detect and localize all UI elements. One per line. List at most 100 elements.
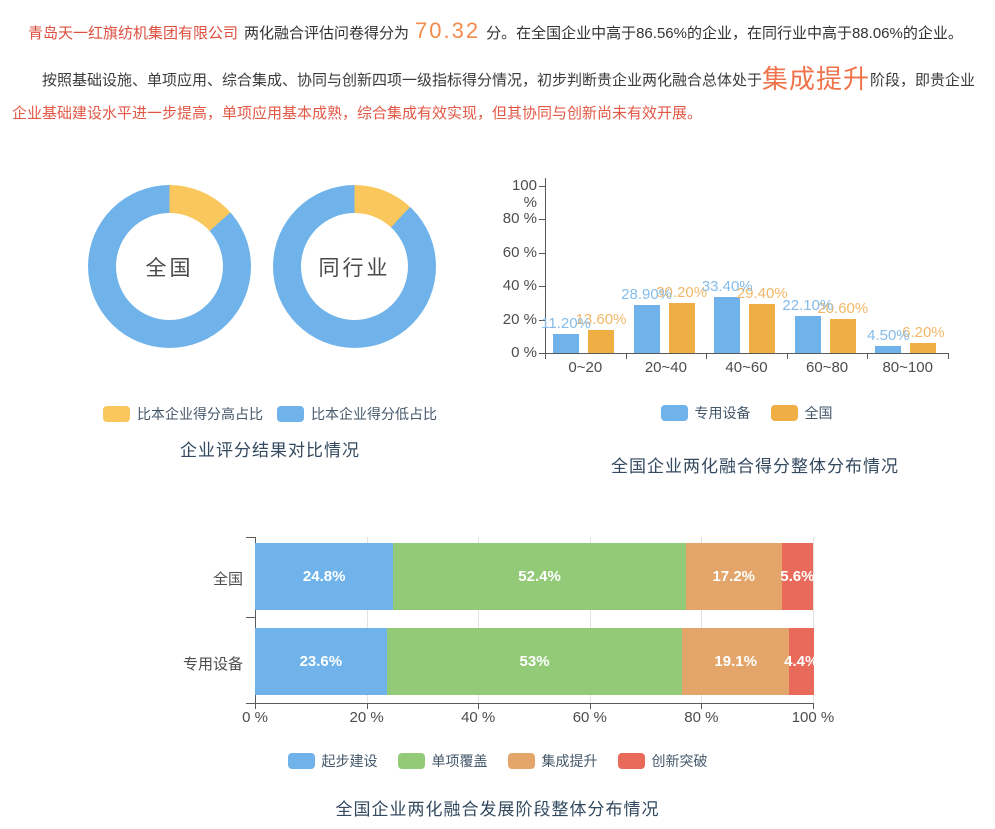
- x-tick-mark: [786, 354, 788, 359]
- bar-value-label: 29.40%: [736, 284, 788, 302]
- segment-value-label: 24.8%: [302, 568, 346, 585]
- stack-row-全国: 24.8% 52.4% 17.2% 5.6%: [255, 543, 815, 610]
- x-category-label: 0~20: [568, 359, 603, 376]
- donut-legend: 比本企业得分高占比 比本企业得分低占比: [60, 404, 480, 424]
- bar-专用设备-60~80: [794, 316, 821, 353]
- stack-row-专用设备: 23.6% 53% 19.1% 4.4%: [255, 628, 818, 695]
- legend-item-全国[interactable]: 全国: [770, 403, 833, 423]
- grid-line: [813, 537, 814, 703]
- x-tick-label: 60 %: [572, 709, 607, 726]
- y-tick-mark: [539, 286, 545, 288]
- score-value: 70.32: [415, 18, 481, 43]
- x-tick-mark: [867, 354, 869, 359]
- legend-swatch-icon: [660, 405, 688, 421]
- bar-value-label: 4.50%: [867, 326, 910, 344]
- donut-pair: 全国 同行业: [88, 185, 436, 348]
- legend-swatch-icon: [277, 406, 304, 422]
- stack-category-label: 专用设备: [182, 655, 243, 673]
- legend-swatch-icon: [617, 753, 645, 769]
- x-category-label: 20~40: [644, 359, 687, 376]
- legend-label: 比本企业得分高占比: [137, 406, 263, 422]
- bar-专用设备-40~60: [714, 297, 741, 353]
- bar-value-label: 22.10%: [782, 297, 834, 315]
- y-tick-mark: [246, 703, 255, 704]
- segment-value-label: 52.4%: [518, 568, 561, 585]
- y-tick-label: 80 %: [502, 210, 537, 228]
- bar-chart-title: 全国企业两化融合得分整体分布情况: [611, 457, 899, 476]
- x-tick-label: 40 %: [461, 709, 496, 726]
- segment-创新突破: 4.4%: [784, 628, 818, 695]
- y-tick-label: 20 %: [502, 310, 537, 328]
- assessment-lead: 按照基础设施、单项应用、综合集成、协同与创新四项一级指标得分情况，初步判断贵企业…: [42, 72, 763, 89]
- donut-center-label: 全国: [145, 256, 194, 280]
- grid-line: [589, 537, 591, 703]
- stack-plot: 24.8% 52.4% 17.2% 5.6% 23.6% 53% 19.1% 4.4%: [246, 537, 818, 709]
- x-category-label: 60~80: [806, 359, 849, 376]
- donut-chart-1: 同行业: [273, 185, 436, 348]
- legend-item-比本企业得分低占比[interactable]: 比本企业得分低占比: [277, 404, 437, 424]
- donut-chart-title: 企业评分结果对比情况: [180, 441, 360, 460]
- legend-item-起步建设[interactable]: 起步建设: [287, 751, 378, 771]
- y-tick-mark: [539, 219, 545, 221]
- legend-label: 比本企业得分低占比: [311, 406, 437, 422]
- x-tick-label: 0 %: [242, 709, 268, 726]
- segment-value-label: 4.4%: [784, 653, 819, 670]
- x-tick-label: 80 %: [684, 709, 719, 726]
- stage-name: 集成提升: [762, 64, 871, 94]
- bar-专用设备-80~100: [875, 345, 902, 353]
- legend-item-比本企业得分高占比[interactable]: 比本企业得分高占比: [103, 404, 263, 424]
- legend-label: 全国: [804, 405, 833, 421]
- score-prefix: 两化融合评估问卷得分为: [244, 25, 410, 42]
- grid-line: [366, 537, 368, 703]
- x-category-label: 80~100: [882, 359, 933, 376]
- x-tick-mark: [478, 703, 480, 709]
- assessment-mid: 阶段，即贵企业: [870, 72, 976, 89]
- legend-item-专用设备[interactable]: 专用设备: [660, 403, 751, 423]
- y-tick-mark: [539, 353, 545, 354]
- assessment-paragraph: 按照基础设施、单项应用、综合集成、协同与创新四项一级指标得分情况，初步判断贵企业…: [12, 64, 985, 130]
- y-axis-line: [255, 537, 256, 703]
- x-tick-mark: [589, 703, 591, 709]
- score-suffix: 分。在全国企业中高于86.56%的企业，在同行业中高于88.06%的企业。: [486, 25, 963, 42]
- y-tick-label: 60 %: [502, 243, 537, 261]
- y-tick-mark: [246, 617, 255, 618]
- legend-item-单项覆盖[interactable]: 单项覆盖: [397, 751, 488, 771]
- segment-value-label: 23.6%: [299, 653, 343, 670]
- legend-swatch-icon: [287, 753, 315, 769]
- x-category-label: 40~60: [725, 359, 768, 376]
- segment-起步建设: 24.8%: [255, 543, 394, 610]
- bar-全国-40~60: [749, 303, 776, 353]
- segment-集成提升: 17.2%: [685, 543, 782, 610]
- legend-swatch-icon: [770, 405, 798, 421]
- segment-单项覆盖: 53%: [386, 628, 683, 695]
- legend-item-创新突破[interactable]: 创新突破: [617, 751, 708, 771]
- legend-item-集成提升[interactable]: 集成提升: [507, 751, 598, 771]
- x-axis-line: [545, 353, 949, 354]
- bar-legend: 专用设备 全国: [545, 403, 948, 423]
- donut-chart-panel: 全国 同行业 比本企业得分高占比 比本企业得分低占比 企业评分结果对比情况: [60, 178, 480, 474]
- x-tick-mark: [255, 703, 256, 709]
- x-axis-line: [255, 703, 814, 704]
- x-tick-mark: [701, 703, 703, 709]
- bar-专用设备-20~40: [633, 304, 660, 353]
- segment-value-label: 5.6%: [780, 568, 815, 585]
- segment-value-label: 53%: [519, 653, 550, 670]
- x-tick-mark: [813, 703, 814, 709]
- y-tick-mark: [539, 319, 545, 321]
- y-tick-mark: [246, 537, 255, 538]
- legend-label: 集成提升: [541, 753, 598, 769]
- segment-起步建设: 23.6%: [255, 628, 387, 695]
- donut-chart-0: 全国: [88, 185, 251, 348]
- x-tick-label: 100 %: [791, 709, 835, 726]
- x-tick-mark: [625, 354, 627, 359]
- legend-swatch-icon: [103, 406, 130, 422]
- bar-value-label: 6.20%: [902, 323, 945, 341]
- bar-全国-20~40: [668, 302, 695, 353]
- x-tick-label: 20 %: [349, 709, 384, 726]
- y-tick-label: 0 %: [511, 344, 537, 361]
- score-distribution-panel: 11.20% 28.90% 33.40% 22.10% 4.50% 13.60% 30.20…: [495, 175, 995, 485]
- y-tick-mark: [539, 186, 545, 187]
- legend-label: 起步建设: [321, 753, 378, 769]
- bar-专用设备-0~20: [553, 334, 579, 353]
